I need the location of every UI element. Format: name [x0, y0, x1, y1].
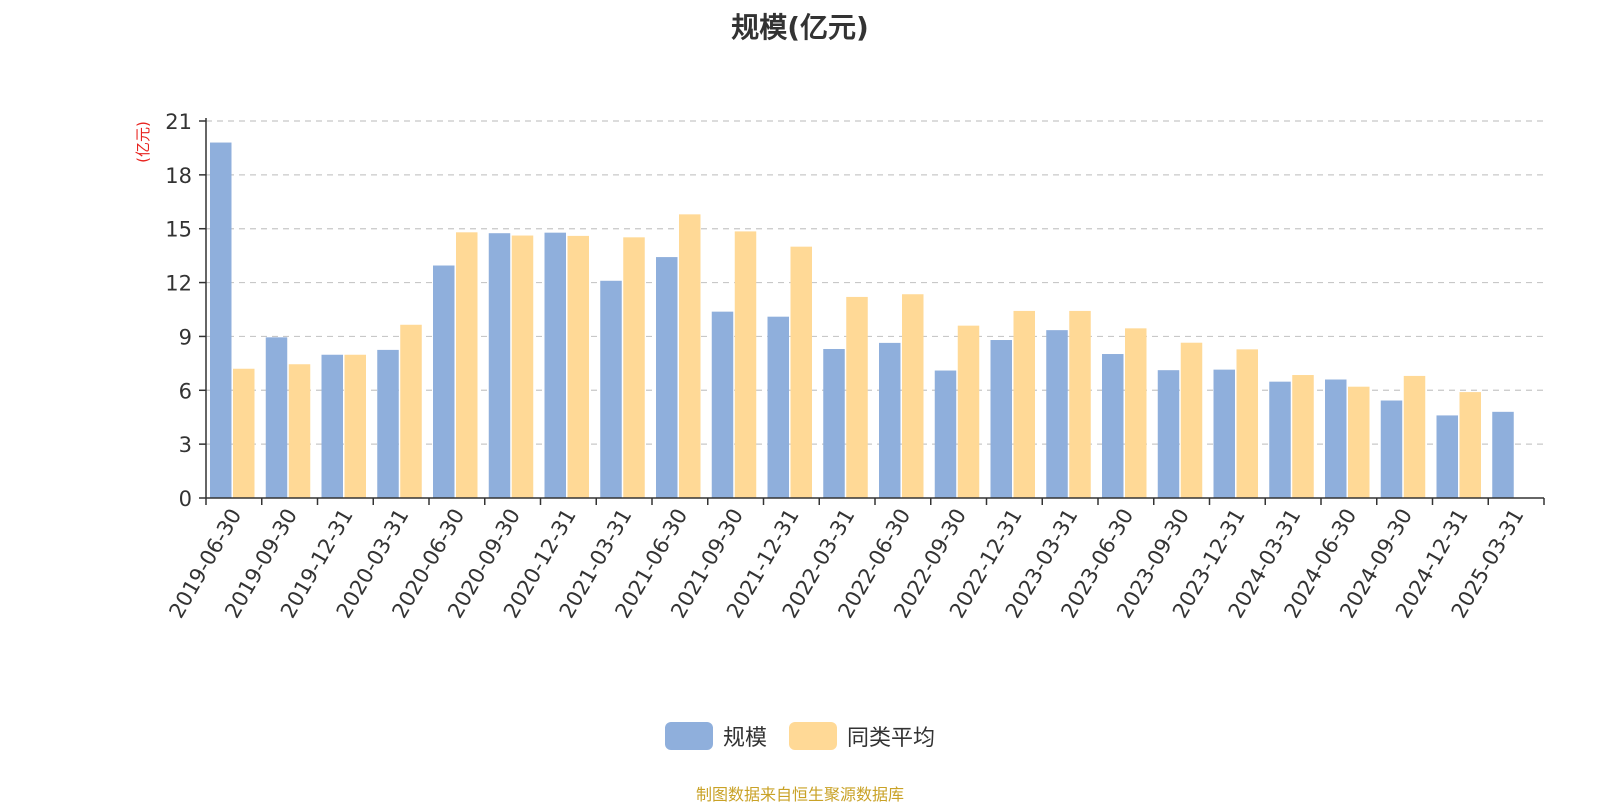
bar-scale	[656, 257, 678, 498]
bar-peer-average	[679, 214, 701, 498]
gridlines	[206, 120, 1544, 445]
bar-scale	[1492, 411, 1514, 498]
bar-scale	[210, 142, 232, 499]
y-tick-label: 18	[165, 164, 192, 188]
legend-item-scale[interactable]: 规模	[664, 720, 767, 752]
bar-peer-average	[790, 246, 812, 498]
bar-scale	[1157, 370, 1180, 498]
bar-scale	[1102, 354, 1124, 498]
bar-peer-average	[1069, 310, 1091, 498]
bar-peer-average	[1236, 349, 1258, 498]
legend-item-peer-average[interactable]: 同类平均	[789, 720, 935, 752]
bar-scale	[544, 232, 566, 498]
bar-peer-average	[511, 235, 534, 498]
bar-peer-average	[1403, 375, 1426, 498]
y-tick-label: 6	[179, 379, 192, 403]
bar-scale	[1380, 400, 1403, 498]
bar-peer-average	[1013, 310, 1035, 498]
bar-scale	[990, 340, 1012, 498]
y-tick-label: 21	[165, 110, 192, 134]
bar-peer-average	[344, 354, 366, 498]
bar-scale	[879, 342, 901, 498]
legend: 规模 同类平均	[0, 720, 1600, 752]
bar-scale	[600, 280, 622, 498]
legend-swatch-scale	[664, 722, 713, 750]
source-note: 制图数据来自恒生聚源数据库	[695, 785, 904, 804]
bar-peer-average	[957, 325, 980, 498]
bar-scale	[488, 233, 511, 498]
bar-scale	[823, 348, 845, 498]
y-tick-label: 9	[179, 325, 192, 349]
chart-title: 规模(亿元)	[731, 11, 869, 44]
bar-peer-average	[288, 364, 311, 498]
legend-swatch-peer-average	[789, 722, 837, 750]
bar-peer-average	[233, 368, 255, 498]
bar-peer-average	[734, 231, 757, 498]
bar-peer-average	[1125, 328, 1147, 498]
bars	[210, 142, 1514, 499]
bar-scale	[1325, 379, 1347, 498]
bar-peer-average	[1292, 375, 1314, 498]
y-axis-label: (亿元)	[134, 121, 152, 163]
bar-scale	[767, 316, 789, 498]
bar-scale	[711, 311, 734, 498]
bar-peer-average	[902, 294, 924, 498]
bar-peer-average	[567, 235, 589, 498]
bar-scale	[1213, 369, 1235, 498]
bar-peer-average	[400, 324, 422, 498]
bar-peer-average	[1180, 342, 1203, 498]
bar-peer-average	[456, 232, 478, 499]
bar-scale	[265, 337, 288, 498]
bar-peer-average	[1348, 386, 1370, 498]
y-tick-label: 12	[165, 272, 192, 296]
bar-scale	[321, 354, 343, 498]
y-tick-label: 0	[179, 487, 192, 511]
bar-scale	[1269, 381, 1291, 498]
bar-peer-average	[846, 296, 868, 498]
bar-peer-average	[623, 237, 645, 498]
bar-scale	[377, 349, 399, 498]
bar-peer-average	[1459, 392, 1481, 498]
legend-label-scale: 规模	[722, 726, 767, 751]
y-tick-label: 3	[179, 433, 192, 457]
bar-scale	[433, 265, 455, 498]
bar-scale	[1046, 330, 1068, 498]
legend-label-peer-average: 同类平均	[847, 726, 936, 751]
bar-scale	[934, 370, 957, 498]
y-tick-label: 15	[165, 218, 192, 242]
bar-scale	[1436, 415, 1458, 498]
